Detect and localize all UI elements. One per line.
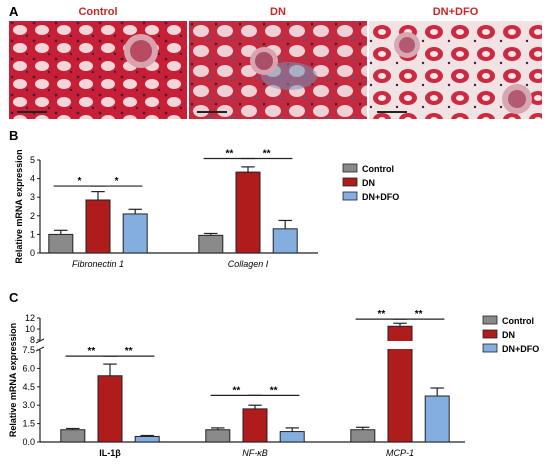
bar-fibronectin-1-dn xyxy=(85,199,111,254)
legend-label-dn-dfo: DN+DFO xyxy=(502,344,539,354)
significance-label: * xyxy=(77,176,81,187)
bar-mcp-1-dn-dfo xyxy=(424,395,450,443)
micrograph-control xyxy=(9,21,187,119)
legend-label-dn-dfo: DN+DFO xyxy=(362,192,399,202)
bar-collagen-i-control xyxy=(198,234,224,254)
y-tick-label: 12 xyxy=(25,313,35,323)
bar-il-1-control xyxy=(60,429,86,443)
y-tick-label: 1.5 xyxy=(22,419,35,429)
micrograph-dn xyxy=(189,21,367,119)
panel-b-label: B xyxy=(9,128,19,143)
bar-mcp-1-control xyxy=(350,429,376,443)
significance-label: ** xyxy=(415,309,423,320)
significance-label: * xyxy=(115,176,119,187)
y-tick-label: 1 xyxy=(30,229,35,239)
bar-collagen-i-dn-dfo xyxy=(272,228,298,254)
legend-label-control: Control xyxy=(362,164,394,174)
bar-nf-b-dn-dfo xyxy=(279,431,305,443)
significance-label: ** xyxy=(88,346,96,357)
legend-swatch-dn xyxy=(482,329,498,339)
bar-break-gap xyxy=(387,341,413,349)
bar-fibronectin-1-control xyxy=(48,233,74,254)
significance-label: ** xyxy=(125,346,133,357)
y-axis-label: Relative mRNA expression xyxy=(8,323,18,437)
y-tick-label: 0 xyxy=(30,248,35,258)
panel-a-label: A xyxy=(9,4,19,19)
legend-swatch-control xyxy=(482,315,498,325)
legend-label-dn: DN xyxy=(502,330,515,340)
legend-swatch-control xyxy=(342,163,358,173)
y-tick-label: 5 xyxy=(30,155,35,165)
y-tick-label: 10 xyxy=(25,324,35,334)
significance-label: ** xyxy=(378,309,386,320)
bar-nf-b-dn xyxy=(242,408,268,443)
micrograph-dn-dfo xyxy=(369,21,542,119)
micro-title-dn: DN xyxy=(270,6,286,18)
x-tick-label: Collagen I xyxy=(228,259,269,269)
y-tick-label: 2 xyxy=(30,211,35,221)
significance-label: ** xyxy=(226,149,234,160)
bar-collagen-i-dn xyxy=(235,171,261,254)
y-tick-label: 6.0 xyxy=(22,363,35,373)
significance-label: ** xyxy=(233,385,241,396)
chart-b: 0 1 2 3 4 5 Relative mRNA expression Fibronecti… xyxy=(14,149,399,269)
significance-label: ** xyxy=(263,149,271,160)
y-tick-label: 8 xyxy=(30,335,35,345)
bar-il-1-dn-dfo xyxy=(134,435,160,443)
axis-break-mark xyxy=(35,338,45,344)
micro-title-control: Control xyxy=(78,6,118,18)
y-axis-label: Relative mRNA expression xyxy=(14,149,24,263)
y-tick-label: 4 xyxy=(30,174,35,184)
legend-label-dn: DN xyxy=(362,178,375,188)
y-tick-label: 4.5 xyxy=(22,382,35,392)
x-tick-label: NF-κB xyxy=(242,448,268,458)
legend-swatch-dn xyxy=(342,177,358,187)
y-tick-label: 7.5 xyxy=(22,345,35,355)
panel-c-label: C xyxy=(9,290,19,305)
x-tick-label: MCP-1 xyxy=(386,448,414,458)
legend-swatch-dn-dfo xyxy=(342,191,358,201)
x-tick-label: IL-1β xyxy=(99,448,121,458)
bar-fibronectin-1-dn-dfo xyxy=(122,213,148,254)
legend-label-control: Control xyxy=(502,316,534,326)
y-tick-label: 3.0 xyxy=(22,400,35,410)
bar-nf-b-control xyxy=(205,429,231,443)
legend-swatch-dn-dfo xyxy=(482,343,498,353)
x-tick-label: Fibronectin 1 xyxy=(72,259,124,269)
significance-label: ** xyxy=(270,385,278,396)
bar-il-1-dn xyxy=(97,375,123,443)
micro-title-dfo: DN+DFO xyxy=(432,6,479,18)
y-tick-label: 3 xyxy=(30,192,35,202)
y-tick-label: 0.0 xyxy=(22,437,35,447)
